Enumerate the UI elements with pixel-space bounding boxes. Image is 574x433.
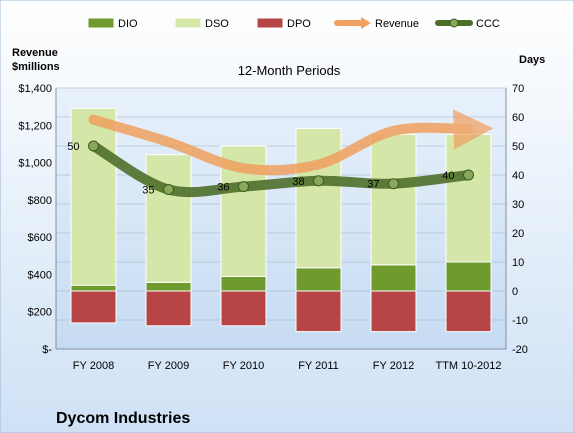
right-tick-label: -20 [512,344,528,356]
left-tick-label: $200 [28,307,52,319]
dio-bar [220,276,267,292]
category-label: FY 2011 [298,360,339,372]
ccc-data-label: 38 [292,176,304,188]
legend-marker-ccc [449,18,459,28]
legend-label-revenue: Revenue [375,18,419,30]
dpo-bar [295,290,342,333]
category-label: FY 2009 [148,360,189,372]
dso-bar [445,133,492,263]
ccc-data-label: 50 [67,141,79,153]
left-tick-label: $1,400 [18,83,52,95]
dpo-bar [70,290,117,324]
dio-bar [70,284,117,292]
left-tick-label: $- [42,344,52,356]
ccc-point [313,175,324,187]
right-tick-label: 50 [512,141,524,153]
legend-label-ccc: CCC [476,18,500,30]
legend-arrow-revenue [361,17,371,29]
ccc-point [463,169,474,181]
legend-label-dpo: DPO [287,18,311,30]
right-tick-label: 0 [512,286,518,298]
dpo-bar [145,290,192,327]
right-tick-label: 10 [512,257,524,269]
dio-bar [145,281,192,292]
right-tick-label: 20 [512,228,524,240]
legend-swatch-dio [87,17,115,29]
left-tick-label: $800 [28,195,52,207]
left-tick-label: $400 [28,269,52,281]
left-axis-title-line2: $millions [12,61,60,73]
ccc-line [88,141,474,198]
dio-bar [295,267,342,292]
line-layer: 50 35 36 38 37 40 [67,109,494,198]
bar-layer [70,107,492,333]
ccc-point [163,184,174,195]
chart-title: 12-Month Periods [238,63,341,78]
right-tick-label: -10 [512,315,528,327]
dpo-bar [220,290,267,327]
category-label: TTM 10-2012 [435,360,501,372]
dso-bar [295,128,342,269]
ccc-data-label: 36 [217,182,229,194]
legend: DIO DSO DPO Revenue CCC [87,17,500,30]
dso-bar [370,133,417,266]
ccc-data-label: 40 [442,170,454,182]
legend-label-dio: DIO [118,18,138,30]
category-label: FY 2010 [223,360,264,372]
right-axis-title: Days [519,54,545,66]
ccc-data-label: 35 [142,185,154,197]
dso-bar [145,154,192,283]
dso-bar [70,107,117,286]
category-label: FY 2008 [73,360,114,372]
legend-label-dso: DSO [205,18,229,30]
dpo-bar [370,290,417,333]
ccc-data-label: 37 [367,179,379,191]
left-tick-label: $600 [28,232,52,244]
right-tick-label: 70 [512,83,524,95]
ccc-point [88,140,99,152]
legend-swatch-dso [174,17,202,29]
legend-swatch-dpo [256,17,284,29]
category-label: FY 2012 [373,360,414,372]
axis-layer: $- $200 $400 $600 $800 $1,000 $1,200 $1,400 -20 -… [18,83,528,372]
ccc-point [238,181,249,193]
dio-bar [370,264,417,292]
left-tick-label: $1,000 [18,158,52,170]
dpo-bar [445,290,492,333]
ccc-point [388,178,399,190]
right-tick-label: 40 [512,170,524,182]
left-axis-title-line1: Revenue [12,47,58,59]
dio-bar [445,261,492,292]
right-tick-label: 30 [512,199,524,211]
revenue-line [88,109,494,176]
left-tick-label: $1,200 [18,120,52,132]
right-tick-label: 60 [512,112,524,124]
company-name: Dycom Industries [56,410,190,427]
